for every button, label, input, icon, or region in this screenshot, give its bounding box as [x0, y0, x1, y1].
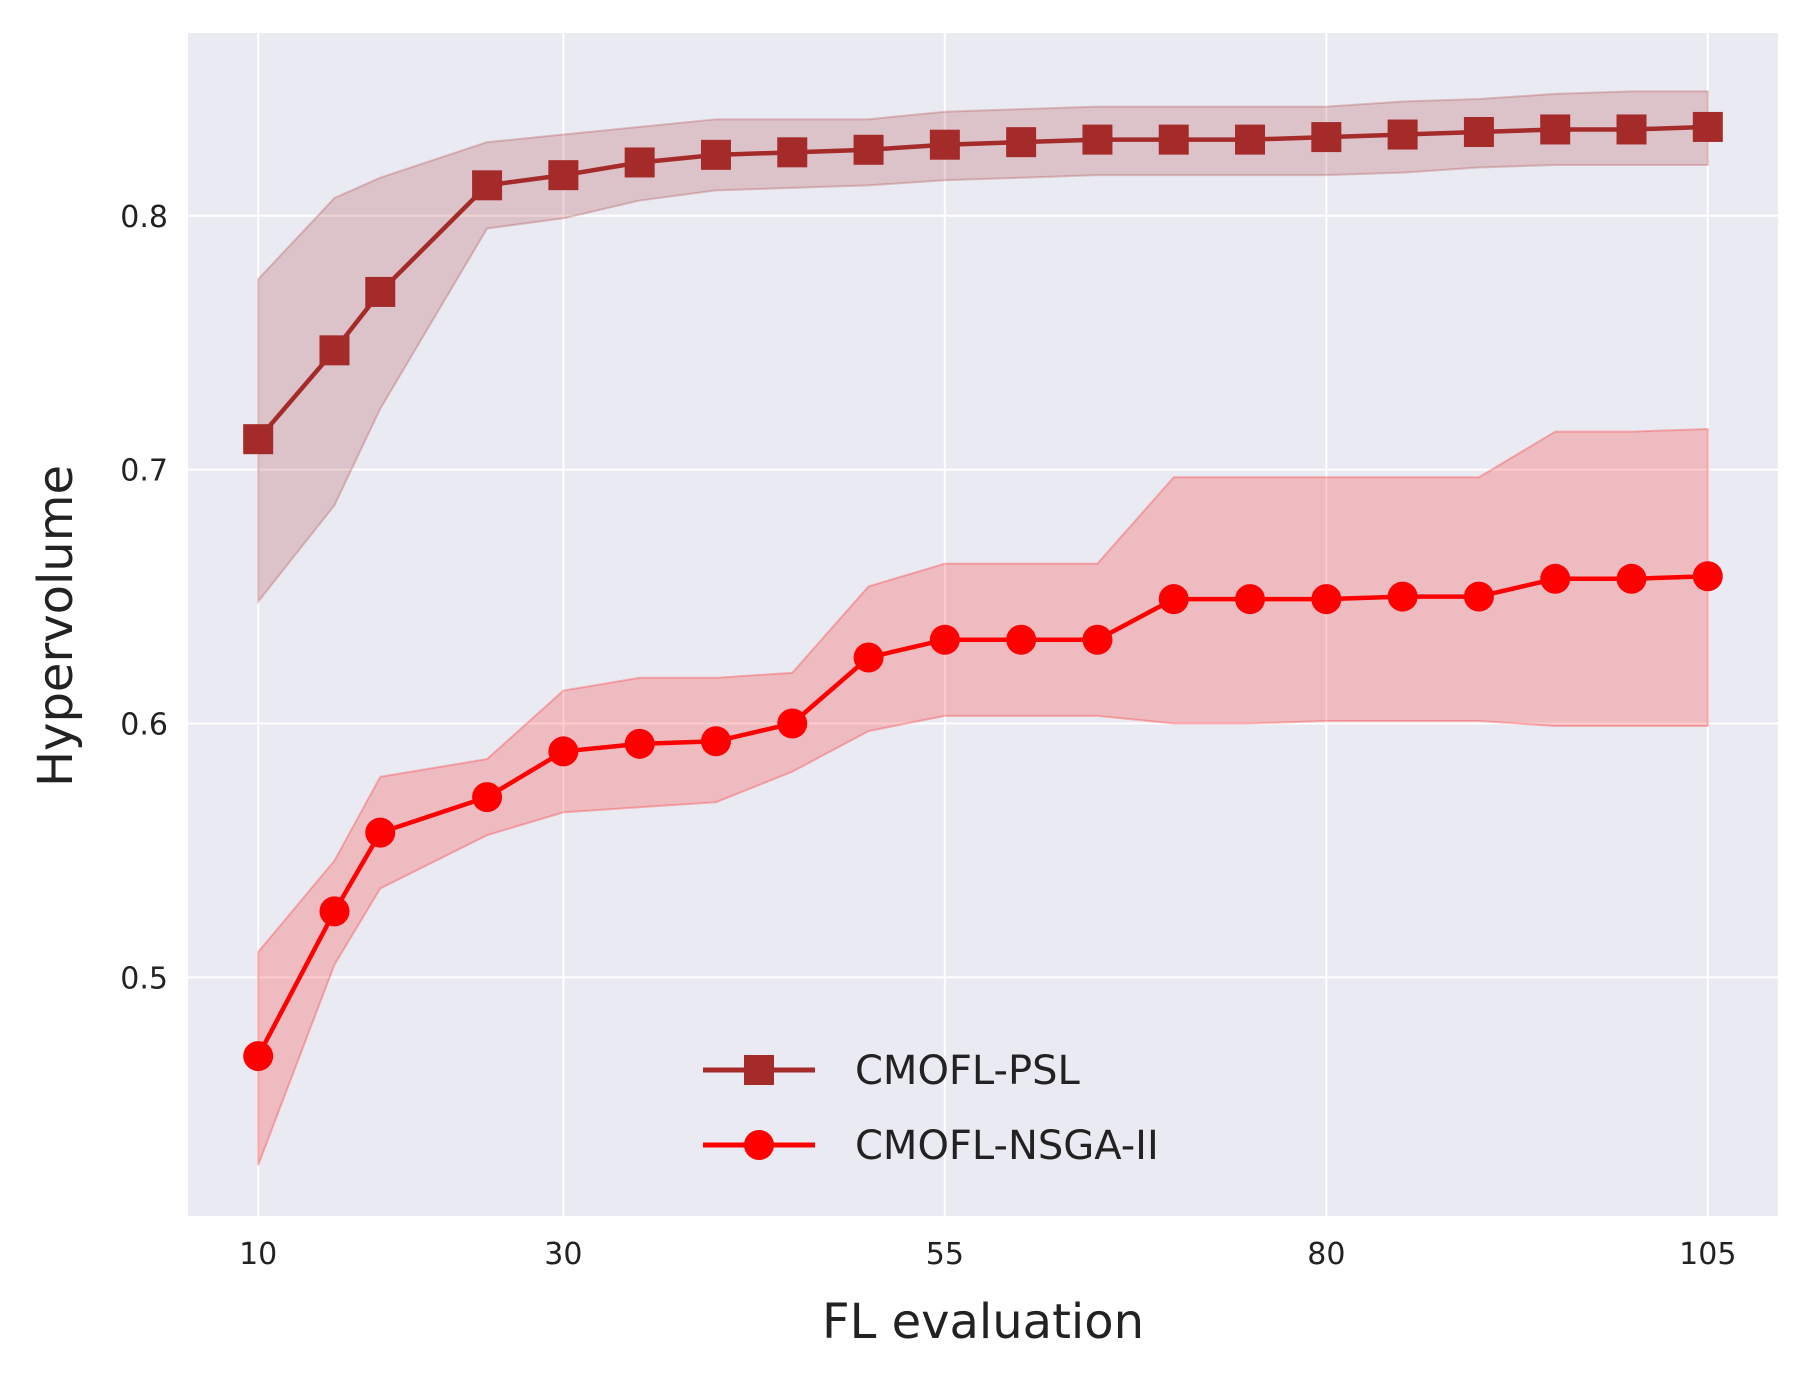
y-tick-label-3: 0.8: [120, 200, 168, 235]
y-tick-label-2: 0.7: [120, 454, 168, 489]
legend-marker-cmofl-psl: [744, 1055, 774, 1085]
point-cmofl-psl-4: [548, 160, 579, 191]
point-cmofl-psl-11: [1082, 124, 1113, 155]
y-tick-label-1: 0.6: [120, 708, 168, 743]
point-cmofl-nsga-ii-8: [853, 642, 884, 673]
point-cmofl-psl-3: [472, 170, 503, 201]
point-cmofl-nsga-ii-12: [1158, 584, 1189, 615]
x-tick-label-0: 10: [239, 1237, 277, 1272]
point-cmofl-nsga-ii-16: [1463, 581, 1494, 612]
x-tick-label-1: 30: [544, 1237, 582, 1272]
point-cmofl-nsga-ii-3: [472, 782, 503, 813]
legend: CMOFL-PSL CMOFL-NSGA-II: [703, 1048, 1159, 1169]
x-tick-label-2: 55: [926, 1237, 964, 1272]
point-cmofl-nsga-ii-17: [1540, 563, 1571, 594]
point-cmofl-psl-13: [1235, 124, 1266, 155]
point-cmofl-psl-5: [624, 147, 655, 178]
grid: [188, 33, 1778, 1216]
point-cmofl-psl-2: [365, 276, 396, 307]
point-cmofl-psl-15: [1387, 119, 1418, 150]
point-cmofl-nsga-ii-1: [319, 896, 350, 927]
legend-label-cmofl-psl: CMOFL-PSL: [855, 1048, 1080, 1094]
legend-marker-cmofl-nsga-ii: [744, 1130, 774, 1160]
point-cmofl-psl-17: [1540, 114, 1571, 145]
point-cmofl-nsga-ii-13: [1235, 584, 1266, 615]
point-cmofl-nsga-ii-18: [1616, 563, 1647, 594]
point-cmofl-psl-9: [929, 129, 960, 160]
point-cmofl-nsga-ii-4: [548, 736, 579, 767]
point-cmofl-nsga-ii-5: [624, 728, 655, 759]
point-cmofl-psl-0: [243, 424, 274, 455]
point-cmofl-nsga-ii-11: [1082, 624, 1113, 655]
point-cmofl-psl-16: [1463, 117, 1494, 148]
x-axis-title: FL evaluation: [822, 1294, 1144, 1350]
series-markers: [243, 111, 1723, 1072]
point-cmofl-nsga-ii-15: [1387, 581, 1418, 612]
point-cmofl-nsga-ii-14: [1311, 584, 1342, 615]
point-cmofl-nsga-ii-6: [700, 726, 731, 757]
point-cmofl-nsga-ii-2: [365, 817, 396, 848]
point-cmofl-nsga-ii-10: [1006, 624, 1037, 655]
point-cmofl-psl-10: [1006, 127, 1037, 158]
point-cmofl-psl-8: [853, 134, 884, 165]
point-cmofl-psl-18: [1616, 114, 1647, 145]
x-tick-label-4: 105: [1679, 1237, 1736, 1272]
point-cmofl-psl-12: [1158, 124, 1189, 155]
band-cmofl-nsga-ii: [257, 427, 1709, 1166]
point-cmofl-nsga-ii-19: [1692, 561, 1723, 592]
point-cmofl-psl-7: [777, 137, 808, 168]
legend-label-cmofl-nsga-ii: CMOFL-NSGA-II: [855, 1123, 1159, 1169]
point-cmofl-psl-6: [700, 139, 731, 170]
point-cmofl-nsga-ii-0: [243, 1041, 274, 1072]
point-cmofl-psl-19: [1692, 111, 1723, 142]
point-cmofl-nsga-ii-9: [929, 624, 960, 655]
y-tick-label-0: 0.5: [120, 961, 168, 996]
plot-background: [188, 33, 1778, 1216]
point-cmofl-psl-1: [319, 335, 350, 366]
point-cmofl-psl-14: [1311, 122, 1342, 153]
point-cmofl-nsga-ii-7: [777, 708, 808, 739]
y-axis-title: Hypervolume: [28, 465, 84, 787]
x-tick-label-3: 80: [1307, 1237, 1345, 1272]
tick-labels: 10 30 55 80 105 0.5 0.6 0.7 0.8: [120, 200, 1736, 1272]
